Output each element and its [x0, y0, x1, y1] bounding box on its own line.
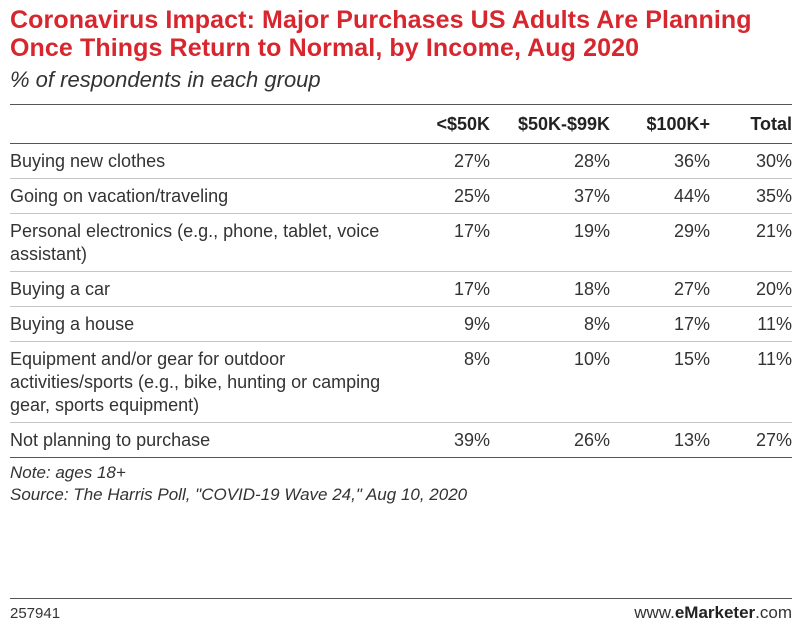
- row-label: Personal electronics (e.g., phone, table…: [10, 213, 410, 272]
- table-row: Not planning to purchase 39% 26% 13% 27%: [10, 423, 792, 458]
- value-cell: 8%: [410, 341, 490, 423]
- source-text: Source: The Harris Poll, "COVID-19 Wave …: [10, 485, 468, 504]
- row-label: Equipment and/or gear for outdoor activi…: [10, 341, 410, 423]
- value-cell: 10%: [490, 341, 610, 423]
- brand-name: eMarketer: [674, 603, 756, 622]
- value-cell: 11%: [710, 341, 792, 423]
- header-label-cell: [10, 104, 410, 144]
- column-header: $100K+: [610, 104, 710, 144]
- value-cell: 26%: [573, 430, 610, 450]
- value-cell: 35%: [710, 178, 792, 214]
- column-header: <$50K: [410, 104, 490, 144]
- value-cell: 36%: [610, 143, 710, 179]
- value-cell: 19%: [490, 213, 610, 272]
- row-label: Buying new clothes: [10, 143, 410, 179]
- value-cell: 29%: [610, 213, 710, 272]
- table-body: Buying new clothes 27% 28% 36% 30% Going on v…: [10, 143, 792, 458]
- row-label: Buying a house: [10, 306, 410, 342]
- column-header: Total: [710, 104, 792, 144]
- chart-title: Coronavirus Impact: Major Purchases US A…: [10, 6, 752, 62]
- row-label: Going on vacation/traveling: [10, 178, 410, 214]
- brand-suffix: .com: [755, 603, 792, 622]
- value-cell: 27%: [755, 430, 792, 450]
- value-cell: 17%: [610, 306, 710, 342]
- data-table: <$50K $50K-$99K $100K+ Total Buying new …: [10, 104, 792, 458]
- row-label: Not planning to purchase: [10, 430, 211, 450]
- value-cell: 39%: [453, 430, 490, 450]
- note-text: Note: ages 18+: [10, 463, 126, 482]
- table-row: Personal electronics (e.g., phone, table…: [10, 213, 792, 272]
- header-row: <$50K $50K-$99K $100K+ Total: [10, 104, 792, 144]
- value-cell: 13%: [673, 430, 710, 450]
- value-cell: 20%: [710, 271, 792, 307]
- brand-prefix: www.: [634, 603, 675, 622]
- chart-container: Coronavirus Impact: Major Purchases US A…: [10, 6, 792, 506]
- value-cell: 17%: [410, 271, 490, 307]
- value-cell: 8%: [490, 306, 610, 342]
- table-row: Going on vacation/traveling 25% 37% 44% 35%: [10, 178, 792, 214]
- value-cell: 11%: [710, 306, 792, 342]
- footer: 257941 www.eMarketer.com: [10, 598, 792, 627]
- notes: Note: ages 18+ Source: The Harris Poll, …: [10, 462, 792, 506]
- table-row: Buying a car 17% 18% 27% 20%: [10, 271, 792, 307]
- value-cell: 9%: [410, 306, 490, 342]
- table-row: Buying a house 9% 8% 17% 11%: [10, 306, 792, 342]
- column-header: $50K-$99K: [490, 104, 610, 144]
- chart-subtitle: % of respondents in each group: [10, 67, 321, 92]
- value-cell: 21%: [710, 213, 792, 272]
- table-row: Buying new clothes 27% 28% 36% 30%: [10, 143, 792, 179]
- value-cell: 28%: [490, 143, 610, 179]
- value-cell: 25%: [410, 178, 490, 214]
- chart-id: 257941: [10, 605, 61, 622]
- value-cell: 18%: [490, 271, 610, 307]
- row-label: Buying a car: [10, 271, 410, 307]
- value-cell: 37%: [490, 178, 610, 214]
- brand-link[interactable]: www.eMarketer.com: [634, 603, 792, 623]
- table-row: Equipment and/or gear for outdoor activi…: [10, 341, 792, 423]
- value-cell: 30%: [710, 143, 792, 179]
- value-cell: 27%: [410, 143, 490, 179]
- value-cell: 44%: [610, 178, 710, 214]
- value-cell: 15%: [610, 341, 710, 423]
- value-cell: 27%: [610, 271, 710, 307]
- value-cell: 17%: [410, 213, 490, 272]
